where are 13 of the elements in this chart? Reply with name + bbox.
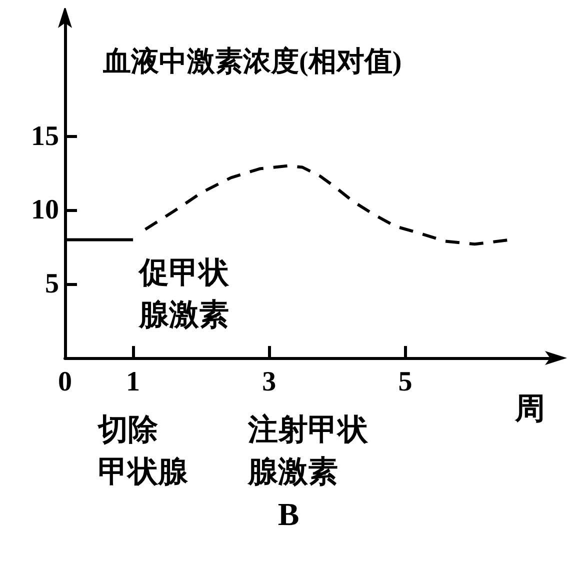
text: 注射甲状腺激素 [247,412,369,488]
x-axis-title: 周 [514,392,545,426]
x-tick-label: 3 [262,366,276,398]
text: 切除甲状腺 [97,414,189,488]
annotation: 促甲状腺激素 [138,256,230,332]
x-tick-label: 0 [58,366,72,398]
y-tick-label: 5 [45,268,59,300]
text: B [278,496,300,532]
x-tick-label: 1 [126,366,140,398]
x-tick-label: 5 [398,366,412,398]
y-axis-title: 血液中激素浓度(相对值) [102,46,402,78]
y-tick-label: 15 [31,120,59,152]
y-tick-label: 10 [31,194,59,226]
